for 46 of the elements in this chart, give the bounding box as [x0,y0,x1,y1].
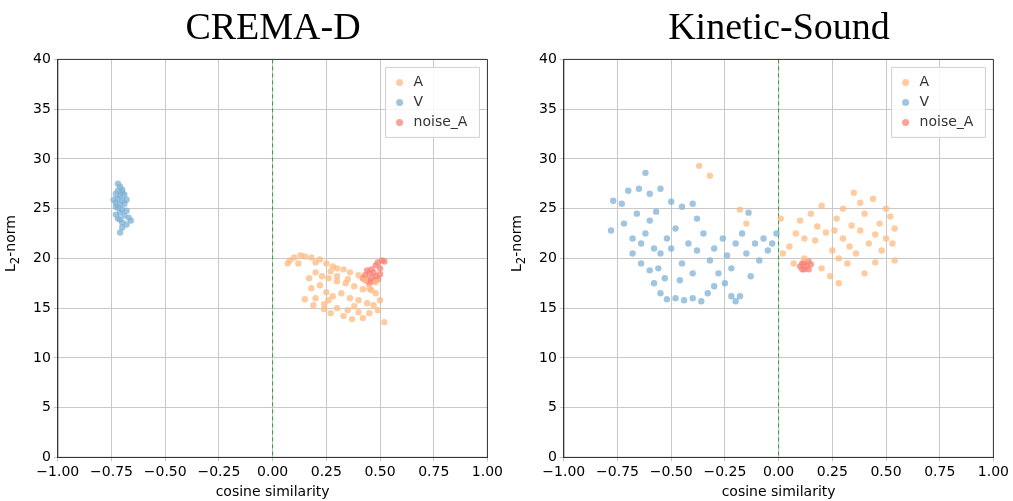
x-tick-label: −0.50 [143,463,187,480]
x-tick-label: −0.25 [703,463,747,480]
y-tick-label: 10 [32,348,51,365]
y-tick-label: 15 [32,298,51,315]
y-tick-label: 35 [538,99,557,116]
legend-label: A [413,73,424,90]
legend-label: V [413,93,424,110]
legend-label: noise_A [413,113,468,130]
y-tick-label: 40 [32,50,51,67]
x-tick-label: 1.00 [471,463,503,480]
y-tick-label: 5 [41,398,51,415]
y-tick-label: 25 [538,199,557,216]
y-tick-label: 20 [538,249,557,266]
x-axis-title: cosine similarity [215,483,330,500]
y-tick-label: 30 [538,149,557,166]
x-tick-label: 0.00 [763,463,795,480]
x-tick-label: −0.50 [649,463,693,480]
y-tick-label: 40 [538,50,557,67]
x-tick-label: 0.50 [364,463,396,480]
x-tick-label: −0.75 [90,463,133,480]
chart-title: CREMA-D [184,4,362,48]
x-axis-title: cosine similarity [721,483,836,500]
x-tick-label: 0.00 [257,463,289,480]
y-tick-label: 35 [32,99,51,116]
x-tick-label: −0.25 [197,463,241,480]
y-tick-label: 30 [32,149,51,166]
chart-title: Kinetic-Sound [667,4,891,48]
x-tick-label: 1.00 [977,463,1009,480]
x-tick-label: −1.00 [542,463,586,480]
x-tick-label: 0.75 [418,463,450,480]
x-tick-label: 0.25 [310,463,342,480]
legend-label: A [919,73,930,90]
x-tick-label: 0.25 [816,463,848,480]
x-tick-label: −1.00 [36,463,80,480]
x-tick-label: −0.75 [596,463,639,480]
y-tick-label: 0 [547,448,557,465]
x-tick-label: 0.75 [924,463,956,480]
y-tick-label: 15 [538,298,557,315]
y-tick-label: 20 [32,249,51,266]
y-tick-label: 10 [538,348,557,365]
legend-label: V [919,93,930,110]
y-tick-label: 25 [32,199,51,216]
legend-label: noise_A [919,113,974,130]
y-tick-label: 5 [547,398,557,415]
x-tick-label: 0.50 [870,463,902,480]
y-tick-label: 0 [41,448,51,465]
